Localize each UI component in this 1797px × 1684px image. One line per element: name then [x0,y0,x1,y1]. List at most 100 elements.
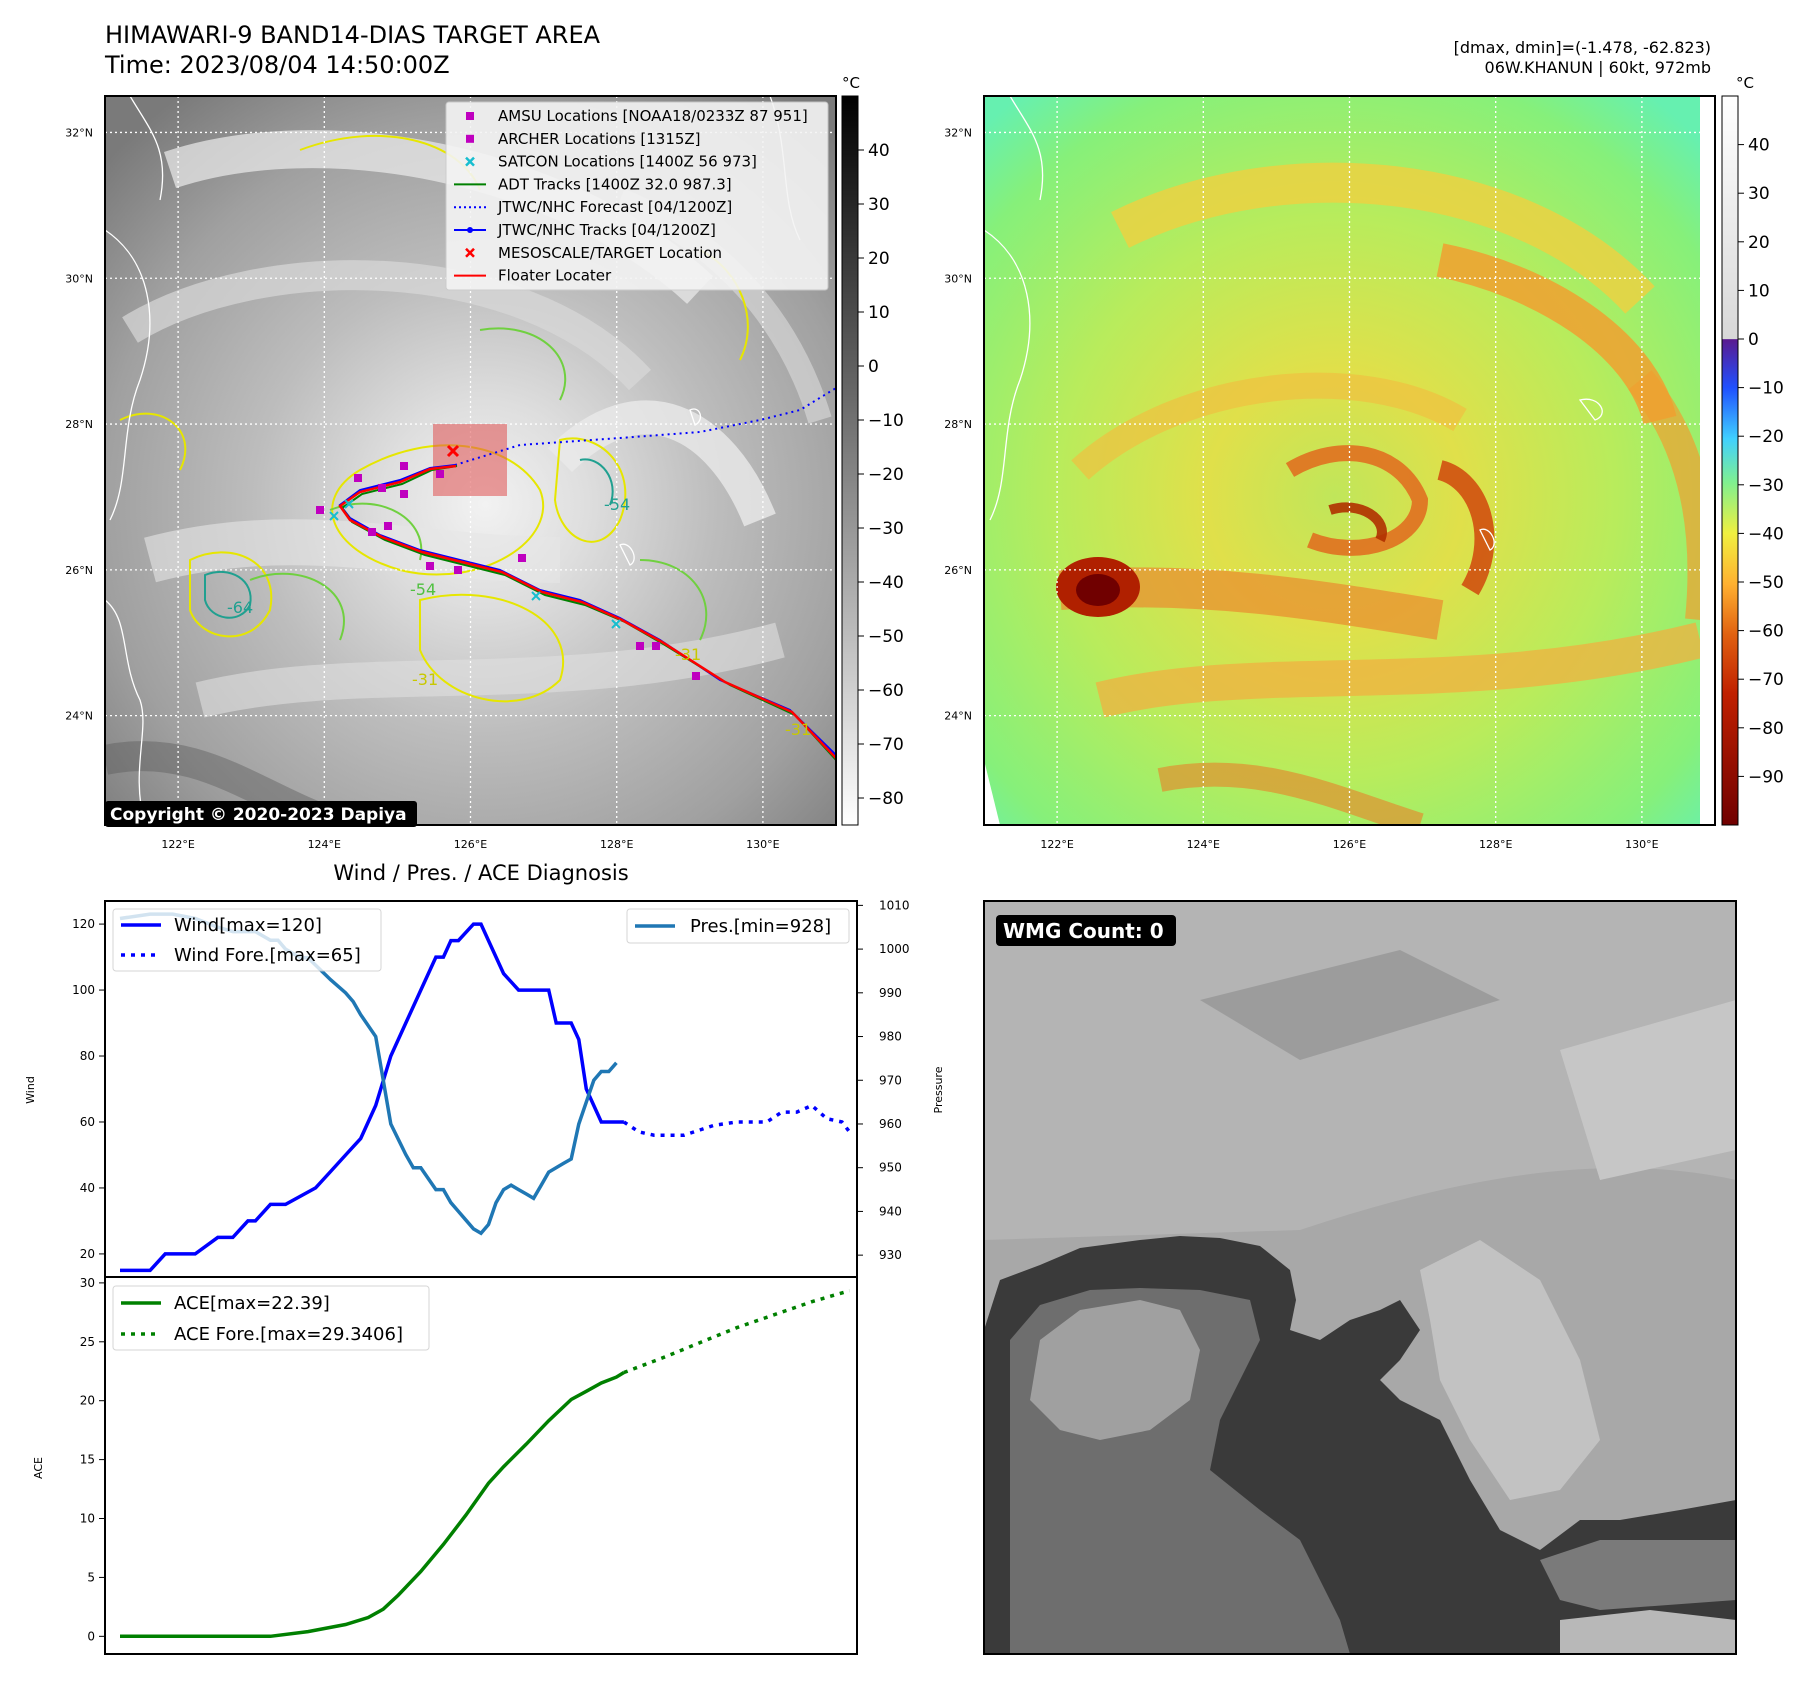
floater-box [433,424,507,496]
ace-axis-label: ACE [32,1457,45,1479]
ir-lat-label: 32°N [65,126,93,139]
dias-cloud-bands [1058,162,1715,825]
wind-pressure-ytick-right-label: 1000 [879,942,910,956]
wmg-inner-light [1030,1300,1200,1440]
color-colorbar-tick-label: −70 [1748,670,1784,690]
ace-ytick-label: 0 [87,1629,95,1643]
ir-lat-label: 26°N [65,564,93,577]
wmg-count-badge [996,915,1176,946]
floater-locater-track [338,464,836,759]
color-colorbar-tick-label: −30 [1748,476,1784,496]
color-colorbar-tick-label: 30 [1748,184,1770,204]
legend-label: AMSU Locations [NOAA18/0233Z 87 951] [498,107,808,125]
dias-coastlines [984,96,1603,551]
contour-label-31a: -31 [785,720,811,739]
wind-pressure-ytick-label: 20 [80,1247,95,1261]
legend-entry: SATCON Locations [1400Z 56 973] [465,153,757,171]
ir-lon-label: 122°E [161,838,194,851]
pressure-legend: Pres.[min=928] [626,908,850,944]
ace-ytick-label: 15 [80,1453,95,1467]
wind-pressure-ytick-right-label: 950 [879,1161,902,1175]
contour-label-54b: -54 [604,495,630,514]
ir-map-panel: -31 -31 -31 -54 -54 -64 [105,96,836,825]
ace-chart-frame [104,1276,858,1655]
wind-pressure-ytick-right-label: 960 [879,1117,902,1131]
contour-label-31b: -31 [412,670,438,689]
ir-lon-label: 124°E [308,838,341,851]
ir-lon-label: 128°E [600,838,633,851]
contour-label-64: -64 [227,598,253,617]
wmg-bottom-light [1560,1610,1736,1654]
ace-ytick-label: 10 [80,1512,95,1526]
color-colorbar-tick-label: −10 [1748,379,1784,399]
legend-entry: JTWC/NHC Forecast [04/1200Z] [454,198,732,216]
legend-entry: Floater Locater [454,267,612,285]
legend-dot-marker [467,227,473,233]
gray-colorbar-tick-label: −60 [868,681,904,701]
wind-legend: Wind[max=120] Wind Fore.[max=65] [112,908,382,972]
ace-axis-ticks: 0 5 10 15 20 25 30 [80,1276,105,1643]
ir-map-frame [104,95,837,826]
legend-entry: ADT Tracks [1400Z 32.0 987.3] [454,175,732,193]
ir-lon-label: 130°E [746,838,779,851]
wmg-lower-right-gray [1540,1540,1736,1610]
dias-lat-label: 26°N [944,564,972,577]
dias-lon-label: 126°E [1333,838,1366,851]
dias-lat-label: 30°N [944,272,972,285]
gray-colorbar-tick-label: 10 [868,303,890,323]
gray-colorbar-tick-label: 40 [868,141,890,161]
gray-colorbar-tick-label: −10 [868,411,904,431]
ir-contour-labels: -31 -31 -31 -54 -54 -64 [227,495,811,739]
gray-colorbar-tick-label: 0 [868,357,879,377]
dias-lon-label: 124°E [1187,838,1220,851]
ir-lat-label: 30°N [65,272,93,285]
gray-colorbar-tick-label: −80 [868,789,904,809]
gray-colorbar-tick-label: 20 [868,249,890,269]
satcon-markers [329,499,621,629]
wmg-panel [984,901,1736,1654]
gray-colorbar-tick-label: −30 [868,519,904,539]
ir-map-axis-labels: 122°E 124°E 126°E 128°E 130°E 32°N 30°N 28°N 26°… [65,126,779,851]
legend-label: JTWC/NHC Tracks [04/1200Z] [497,221,716,239]
wind-pressure-ytick-right-label: 970 [879,1073,902,1087]
ace-ytick-label: 20 [80,1394,95,1408]
dias-map-frame [983,95,1716,826]
cold-cloud-center [1076,574,1120,606]
wind-pressure-ytick-label: 40 [80,1181,95,1195]
wind-axis-ticks: 20 40 60 80 100 120 [72,917,105,1261]
gray-colorbar-tick-label: −70 [868,735,904,755]
ace-ytick-label: 30 [80,1276,95,1290]
contour-label-54a: -54 [410,580,436,599]
gray-colorbar-unit: °C [842,74,860,92]
color-colorbar-tick-label: 40 [1748,136,1770,156]
legend-entry: JTWC/NHC Tracks [04/1200Z] [454,221,716,239]
mesoscale-target-marker [446,444,460,458]
pressure-axis-ticks: 930 940 950 960 970 980 990 1000 1010 [857,898,910,1262]
wind-pressure-ytick-label: 120 [72,917,95,931]
wind-pressure-ytick-label: 60 [80,1115,95,1129]
copyright-badge [105,801,417,827]
info-line-1: [dmax, dmin]=(-1.478, -62.823) [1453,38,1711,57]
gray-colorbar-tick-label: 30 [868,195,890,215]
gray-colorbar-tick-label: −50 [868,627,904,647]
wmg-frame [983,900,1737,1655]
color-colorbar-tick-label: −90 [1748,767,1784,787]
ace-legend-label: ACE[max=22.39] [174,1293,330,1314]
legend-entry: AMSU Locations [NOAA18/0233Z 87 951] [466,107,808,125]
color-colorbar-unit: °C [1736,74,1754,92]
dias-map-axis-labels: 122°E 124°E 126°E 128°E 130°E 32°N 30°N 28°N 26°… [944,126,1658,851]
wind-pressure-ytick-right-label: 940 [879,1204,902,1218]
wind-pressure-ytick-label: 80 [80,1049,95,1063]
map-legend: AMSU Locations [NOAA18/0233Z 87 951] ARCH… [445,101,829,291]
wind-pressure-ytick-right-label: 930 [879,1248,902,1262]
dias-map-panel [984,96,1715,825]
header-right-info: [dmax, dmin]=(-1.478, -62.823) 06W.KHANU… [1454,38,1711,78]
color-colorbar: °C 40 30 20 10 0 −10 −20 −30 −40 −50 −60 −70 −80 −90 [1721,74,1784,826]
legend-label: MESOSCALE/TARGET Location [498,244,722,262]
dias-gridlines [984,96,1715,825]
color-colorbar-ticks: 40 30 20 10 0 −10 −20 −30 −40 −50 −60 −70 −80 −90 [1738,136,1784,787]
copyright-text: Copyright © 2020-2023 Dapiya [110,805,407,825]
gray-colorbar-tick-label: −40 [868,573,904,593]
gray-colorbar: °C 40 30 20 10 0 −10 −20 −30 −40 −50 −60 −70 −80 [841,74,904,826]
